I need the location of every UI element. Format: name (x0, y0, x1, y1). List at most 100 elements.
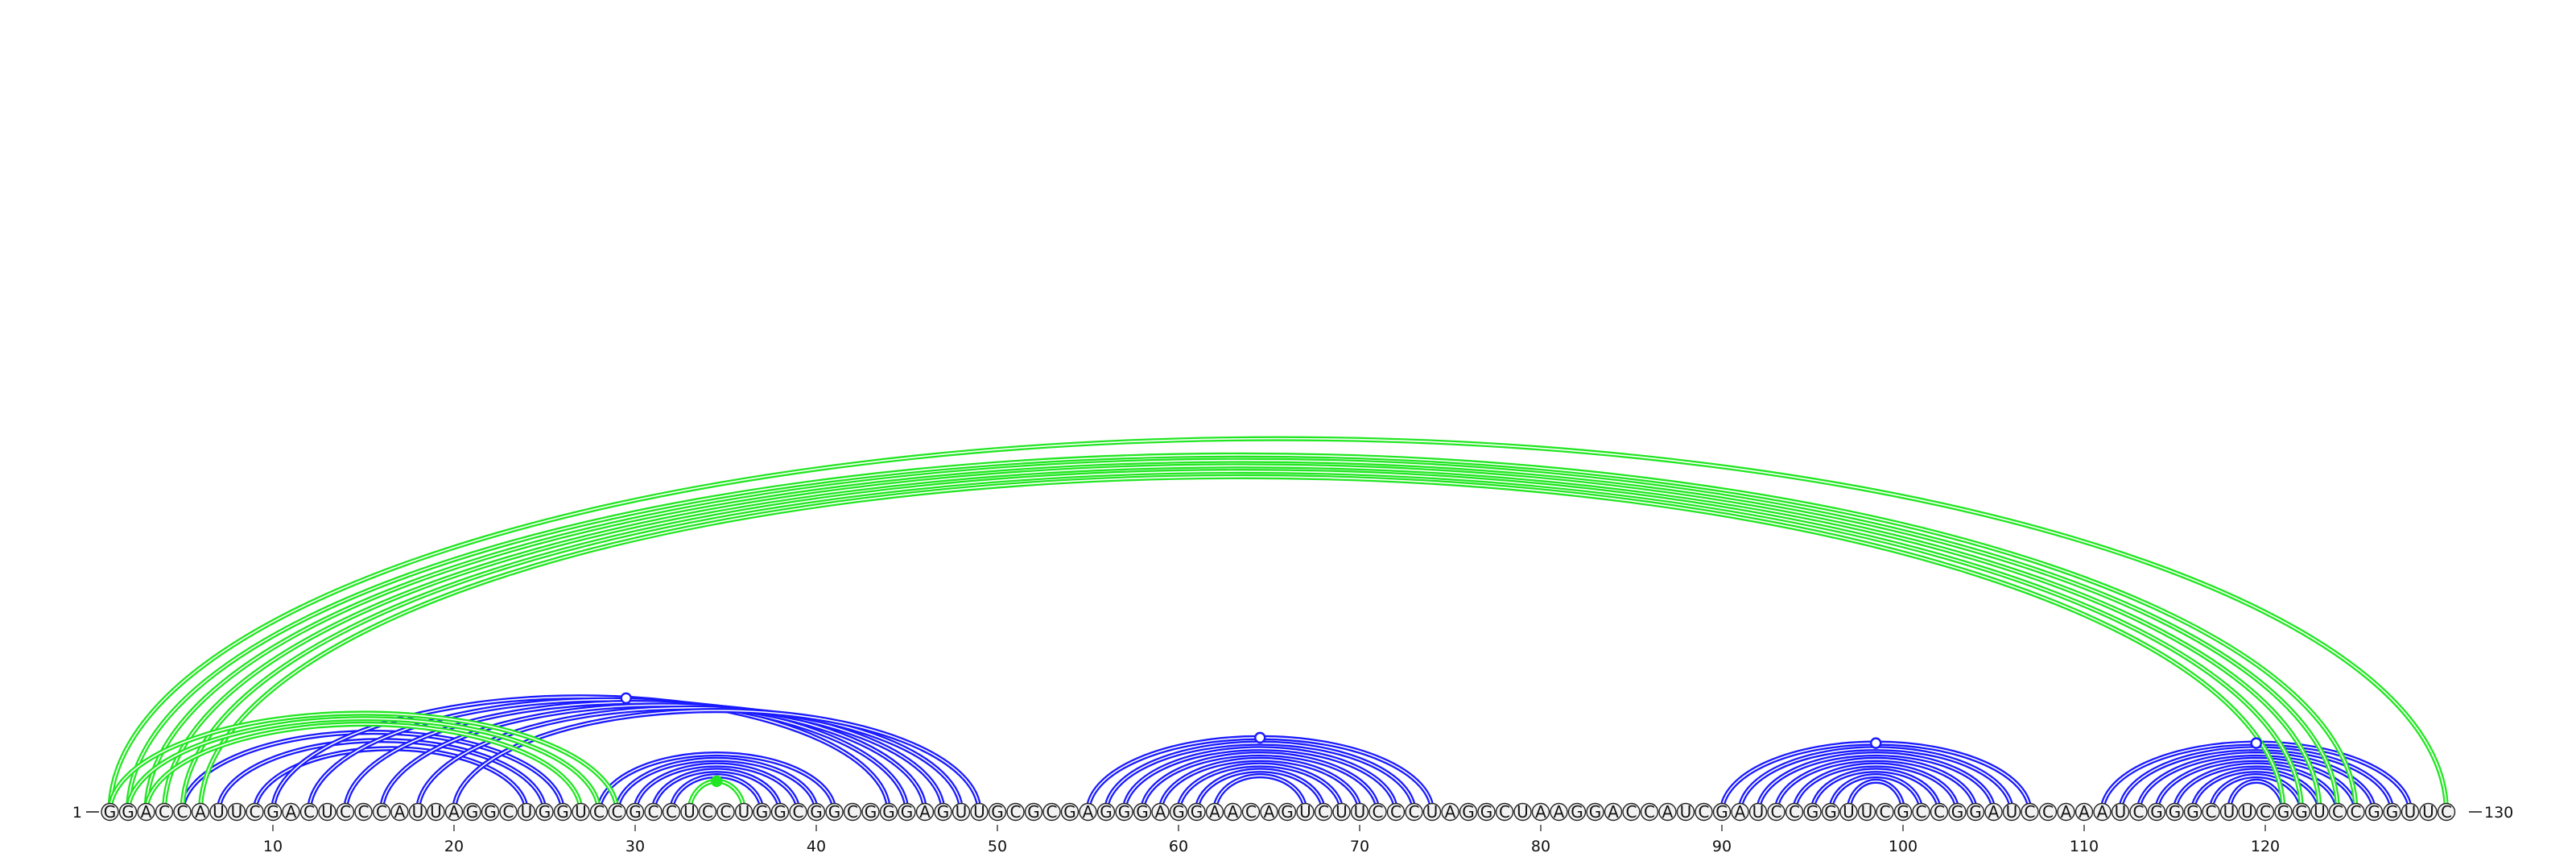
nucleotide-letter: C (1699, 802, 1710, 822)
nucleotide-70: U (1350, 802, 1369, 822)
nucleotide-86: C (1640, 802, 1659, 822)
nucleotide-76: G (1459, 802, 1478, 822)
nucleotide-letter: G (1281, 802, 1294, 822)
nucleotide-55: A (1079, 802, 1097, 822)
nucleotide-circle (644, 802, 663, 822)
nucleotide-circle (1060, 802, 1080, 822)
nucleotide-circle (1459, 802, 1478, 822)
nucleotide-circle (1314, 802, 1333, 822)
nucleotide-84: A (1604, 802, 1623, 822)
nucleotide-circle (807, 802, 826, 822)
nucleotide-letter: C (2332, 802, 2343, 822)
nucleotide-circle (1586, 802, 1604, 822)
nucleotide-49: U (970, 802, 989, 822)
nucleotide-41: G (825, 802, 844, 822)
nucleotide-letter: U (1335, 802, 1348, 822)
nucleotide-circle (1531, 802, 1550, 822)
nucleotide-91: A (1731, 802, 1749, 822)
nucleotide-8: U (227, 802, 246, 822)
nucleotide-circle (1332, 802, 1351, 822)
nucleotide-letter: C (612, 802, 623, 822)
nucleotide-letter: U (412, 802, 424, 822)
axis-tick-label-10: 10 (263, 838, 283, 855)
nucleotide-circle (1296, 802, 1315, 822)
nucleotide-27: U (572, 802, 590, 822)
nucleotide-letter: A (1608, 802, 1619, 822)
nucleotide-2: G (118, 802, 138, 822)
nucleotide-circle (444, 802, 464, 822)
nucleotide-letter: A (2061, 802, 2072, 822)
nucleotide-letter: A (2097, 802, 2108, 822)
nucleotide-circle (1712, 802, 1732, 822)
green-arc-5-122-gap (181, 470, 2302, 813)
nucleotide-circle (1096, 802, 1116, 822)
nucleotide-letter: A (394, 802, 406, 822)
nucleotide-66: G (1278, 802, 1297, 822)
nucleotide-letter: U (1752, 802, 1765, 822)
nucleotide-circle (553, 802, 572, 822)
nucleotide-letter: A (1209, 802, 1220, 822)
nucleotide-letter: C (1046, 802, 1058, 822)
nucleotide-letter: U (430, 802, 442, 822)
nucleotide-circle (390, 802, 409, 822)
nucleotide-letter: G (1571, 802, 1583, 822)
nucleotide-circle (1151, 802, 1170, 822)
nucleotide-5: C (173, 802, 192, 822)
nucleotide-circle (915, 802, 935, 822)
nucleotide-19: U (427, 802, 445, 822)
nucleotide-102: C (1930, 802, 1949, 822)
nucleotide-letter: C (1626, 802, 1637, 822)
nucleotide-circle (608, 802, 626, 822)
nucleotide-85: C (1622, 802, 1641, 822)
green-helix-3-marker (711, 775, 723, 788)
blue-arc-61-68-gap (1195, 769, 1324, 813)
nucleotide-letter: C (2351, 802, 2362, 822)
nucleotide-letter: A (1228, 802, 1239, 822)
blue-arc-92-105-gap (1757, 753, 1995, 813)
nucleotide-77: G (1477, 802, 1496, 822)
blue-arc-116-123-gap (2192, 769, 2321, 813)
blue-arc-94-103-gap (1794, 764, 1959, 813)
nucleotide-letter: G (2277, 802, 2290, 822)
nucleotide-circle (1948, 802, 1967, 822)
nucleotide-letter: G (104, 802, 117, 822)
axis-tick-label-120: 120 (2251, 838, 2280, 855)
nucleotide-circle (1042, 802, 1061, 822)
nucleotide-letter: C (2206, 802, 2217, 822)
nucleotide-letter: C (1644, 802, 1655, 822)
nucleotide-circle (1567, 802, 1587, 822)
nucleotide-circle (2021, 802, 2039, 822)
nucleotide-letter: A (1155, 802, 1166, 822)
nucleotide-circle (2002, 802, 2021, 822)
nucleotide-letter: U (1680, 802, 1692, 822)
nucleotide-circle (1622, 802, 1641, 822)
nucleotide-100: G (1893, 802, 1913, 822)
nucleotide-letter: A (1988, 802, 2000, 822)
blue-arc-29-40-gap (616, 759, 817, 813)
nucleotide-circle (1024, 802, 1043, 822)
nucleotide-73: C (1405, 802, 1423, 822)
nucleotide-letter: C (2441, 802, 2452, 822)
nucleotide-letter: G (901, 802, 914, 822)
nucleotide-108: C (2038, 802, 2058, 822)
nucleotide-letter: G (2169, 802, 2182, 822)
nucleotide-63: A (1224, 802, 1242, 822)
nucleotide-circle (1477, 802, 1496, 822)
nucleotide-letter: G (539, 802, 551, 822)
nucleotide-circle (1640, 802, 1659, 822)
nucleotide-80: A (1531, 802, 1550, 822)
nucleotide-letter: C (159, 802, 170, 822)
axis-tick-label-40: 40 (807, 838, 826, 855)
nucleotide-circle (1422, 802, 1442, 822)
nucleotide-95: G (1803, 802, 1822, 822)
nucleotide-circle (1079, 802, 1097, 822)
nucleotide-6: A (191, 802, 210, 822)
nucleotide-90: G (1712, 802, 1732, 822)
nucleotide-letter: C (1880, 802, 1891, 822)
nucleotide-110: A (2074, 802, 2094, 822)
nucleotide-letter: A (286, 802, 297, 822)
axis-tick-label-100: 100 (1889, 838, 1918, 855)
nucleotide-circle (2183, 802, 2202, 822)
nucleotide-circle (2292, 802, 2311, 822)
nucleotide-letter: C (1934, 802, 1945, 822)
